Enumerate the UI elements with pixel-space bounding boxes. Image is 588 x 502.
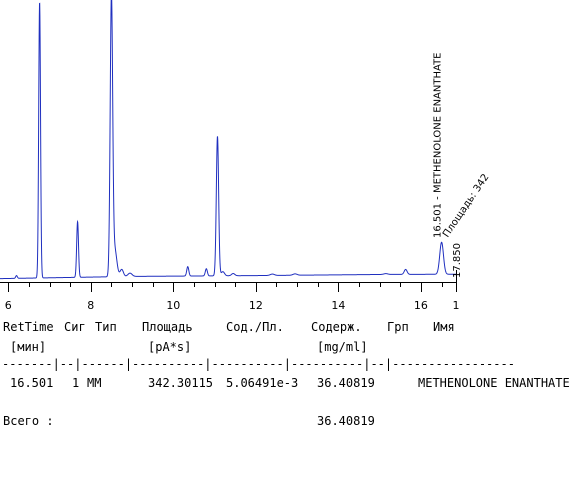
col-header-name: Имя bbox=[433, 320, 455, 334]
col-header-signal: Сиг bbox=[64, 320, 86, 334]
col-header-rettime: RetTime bbox=[3, 320, 54, 334]
peak-label-name: 16.501 - METHENOLONE ENANTHATE bbox=[433, 52, 444, 238]
x-tick-label: 8 bbox=[87, 299, 94, 312]
trace-layer bbox=[0, 0, 456, 280]
table-header-row-1: RetTime Сиг Тип Площадь Сод./Пл. Содерж.… bbox=[0, 320, 455, 446]
col-header-group: Грп bbox=[387, 320, 409, 334]
cell-amount: 36.40819 bbox=[317, 376, 375, 390]
col-header-amount: Содерж. bbox=[311, 320, 362, 334]
unit-minutes: [мин] bbox=[10, 340, 47, 354]
run-end-label: 17.850 bbox=[452, 243, 463, 278]
x-tick-label: 16 bbox=[414, 299, 428, 312]
cell-type: MM bbox=[87, 376, 102, 390]
cell-signal: 1 bbox=[72, 376, 80, 390]
x-tick-label: 6 bbox=[5, 299, 12, 312]
unit-pas: [pA*s] bbox=[148, 340, 192, 354]
chromatogram-chart: 6 8 10 12 14 16 1 16.501 - METHENOLONE ENANTHA… bbox=[0, 0, 492, 312]
x-tick-label: 12 bbox=[249, 299, 263, 312]
chromatogram-trace bbox=[0, 0, 456, 280]
table-header-row-2: [мин] [pA*s] [mg/ml] bbox=[0, 340, 368, 396]
cell-area: 342.30115 bbox=[148, 376, 214, 390]
col-header-amt-area: Сод./Пл. bbox=[226, 320, 284, 334]
unit-mgml: [mg/ml] bbox=[317, 340, 368, 354]
total-label: Всего : bbox=[3, 414, 54, 428]
peak-label-area: Площадь: 342 bbox=[441, 172, 492, 240]
table-row: 16.501 1 MM 342.30115 5.06491e-3 36.4081… bbox=[0, 376, 570, 502]
cell-name: METHENOLONE ENANTHATE bbox=[418, 376, 570, 390]
x-edge-label: 1 bbox=[453, 299, 460, 312]
total-value: 36.40819 bbox=[317, 414, 375, 428]
cell-rettime: 16.501 bbox=[10, 376, 54, 390]
totals-row: Всего : 36.40819 bbox=[0, 414, 375, 456]
col-header-area: Площадь bbox=[142, 320, 193, 334]
x-axis: 6 8 10 12 14 16 1 bbox=[0, 270, 460, 312]
cell-amt-area: 5.06491e-3 bbox=[226, 376, 299, 390]
table-divider: -------|--|------|----------|----------|… bbox=[2, 357, 515, 371]
x-tick-label: 14 bbox=[331, 299, 345, 312]
col-header-type: Тип bbox=[95, 320, 117, 334]
x-tick-label: 10 bbox=[166, 299, 180, 312]
